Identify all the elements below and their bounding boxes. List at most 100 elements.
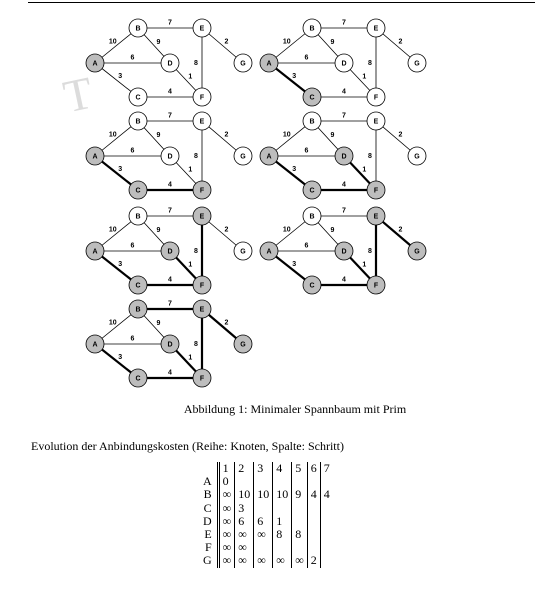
node-label-A: A xyxy=(266,154,271,161)
node-F xyxy=(366,87,386,107)
node-D xyxy=(334,53,354,73)
edge-weight-AC: 3 xyxy=(118,261,122,268)
edge-weight-BD: 9 xyxy=(330,132,334,139)
table-intro: Evolution der Anbindungskosten (Reihe: K… xyxy=(31,439,344,453)
table-cell xyxy=(319,501,333,515)
graph-step-5: 10 6 3 7 9 4 18 2 A B C D E F G xyxy=(85,206,253,295)
node-label-A: A xyxy=(92,249,97,256)
edge-weight-AB: 10 xyxy=(109,38,117,45)
node-D xyxy=(160,334,180,354)
edge-weight-BD: 9 xyxy=(156,320,160,327)
edge-weight-AC: 3 xyxy=(292,261,296,268)
edge-weight-AB: 10 xyxy=(283,38,291,45)
table-cell: ∞ xyxy=(216,527,235,542)
node-label-G: G xyxy=(414,249,420,256)
node-label-G: G xyxy=(240,154,246,161)
edge-weight-AC: 3 xyxy=(292,73,296,80)
edge-weight-CF: 4 xyxy=(168,277,172,284)
node-label-A: A xyxy=(92,342,97,349)
node-E xyxy=(192,18,212,38)
edge-weight-AB: 10 xyxy=(283,131,291,138)
node-label-C: C xyxy=(135,95,140,102)
table-cell: ∞ xyxy=(216,514,235,529)
edge-weight-EF: 8 xyxy=(368,248,372,255)
node-F xyxy=(366,180,386,200)
edge-weight-AC: 3 xyxy=(118,354,122,361)
table-row: G ∞ ∞ ∞ ∞ ∞ 2 xyxy=(203,553,333,568)
node-label-G: G xyxy=(240,249,246,256)
edge-weight-BE: 7 xyxy=(168,113,172,120)
node-C xyxy=(302,275,322,295)
node-G xyxy=(233,334,253,354)
row-header-node: G xyxy=(203,553,212,568)
table-cell xyxy=(319,541,333,555)
table-cell: ∞ xyxy=(234,541,254,555)
node-label-C: C xyxy=(135,376,140,383)
table-cell xyxy=(319,475,333,489)
node-label-B: B xyxy=(135,26,140,33)
node-E xyxy=(192,206,212,226)
row-header-node: D xyxy=(203,513,212,528)
node-label-B: B xyxy=(309,214,314,221)
node-label-A: A xyxy=(266,249,271,256)
node-G xyxy=(407,241,427,261)
edge-weight-EG: 2 xyxy=(398,131,402,138)
edge-weight-EG: 2 xyxy=(224,226,228,233)
node-label-D: D xyxy=(341,249,346,256)
node-label-E: E xyxy=(200,26,205,33)
node-label-G: G xyxy=(240,61,246,68)
table-row: B ∞ 10 10 10 9 4 4 xyxy=(203,488,333,502)
table-cell: 8 xyxy=(291,527,308,542)
table-cell: 6 xyxy=(253,514,273,529)
node-label-C: C xyxy=(309,95,314,102)
node-B xyxy=(128,18,148,38)
column-header-step-5: 5 xyxy=(291,461,308,476)
column-header-step-1: 1 xyxy=(216,461,235,476)
edge-weight-DF: 1 xyxy=(362,261,366,268)
node-label-D: D xyxy=(341,154,346,161)
table-cell: ∞ xyxy=(234,527,254,542)
row-header-node: C xyxy=(203,500,212,515)
node-label-E: E xyxy=(374,26,379,33)
node-F xyxy=(192,180,212,200)
edge-weight-BE: 7 xyxy=(168,301,172,308)
table-cell: 4 xyxy=(319,488,333,502)
graph-step-2: 10 6 3 7 9 4 18 2 A B C D E F G xyxy=(259,18,427,107)
node-B xyxy=(128,299,148,319)
node-E xyxy=(192,111,212,131)
row-header-node: A xyxy=(203,474,212,489)
node-label-F: F xyxy=(374,283,379,290)
node-A xyxy=(85,146,105,166)
edge-weight-AD: 6 xyxy=(131,336,135,343)
node-E xyxy=(366,111,386,131)
table-cell xyxy=(272,541,292,555)
row-header-node: E xyxy=(204,527,212,542)
cost-table: 1 2 3 4 5 6 7 A 0 B ∞ 10 10 10 9 4 4 C ∞ 3 D ∞ 6 6 1 E ∞ ∞ ∞ 8 8 F ∞ ∞ G ∞ ∞… xyxy=(203,461,333,568)
node-E xyxy=(366,206,386,226)
table-cell xyxy=(291,501,308,515)
table-cell xyxy=(253,501,273,515)
node-A xyxy=(259,53,279,73)
table-cell: ∞ xyxy=(216,554,235,568)
edge-weight-EF: 8 xyxy=(194,341,198,348)
node-G xyxy=(233,241,253,261)
table-cell xyxy=(253,541,273,555)
node-label-B: B xyxy=(135,119,140,126)
edge-weight-BE: 7 xyxy=(342,208,346,215)
edge-weight-AC: 3 xyxy=(118,166,122,173)
node-label-D: D xyxy=(167,61,172,68)
table-cell: 1 xyxy=(272,514,292,529)
edge-weight-CF: 4 xyxy=(342,89,346,96)
table-row: C ∞ 3 xyxy=(203,500,333,515)
table-cell xyxy=(272,475,292,489)
node-label-C: C xyxy=(135,283,140,290)
node-C xyxy=(128,180,148,200)
table-cell xyxy=(319,514,333,529)
column-header-step-7: 7 xyxy=(319,461,333,476)
node-E xyxy=(192,299,212,319)
node-G xyxy=(407,146,427,166)
table-cell: 9 xyxy=(291,488,308,502)
node-F xyxy=(192,368,212,388)
edge-weight-BE: 7 xyxy=(342,20,346,27)
node-D xyxy=(334,146,354,166)
